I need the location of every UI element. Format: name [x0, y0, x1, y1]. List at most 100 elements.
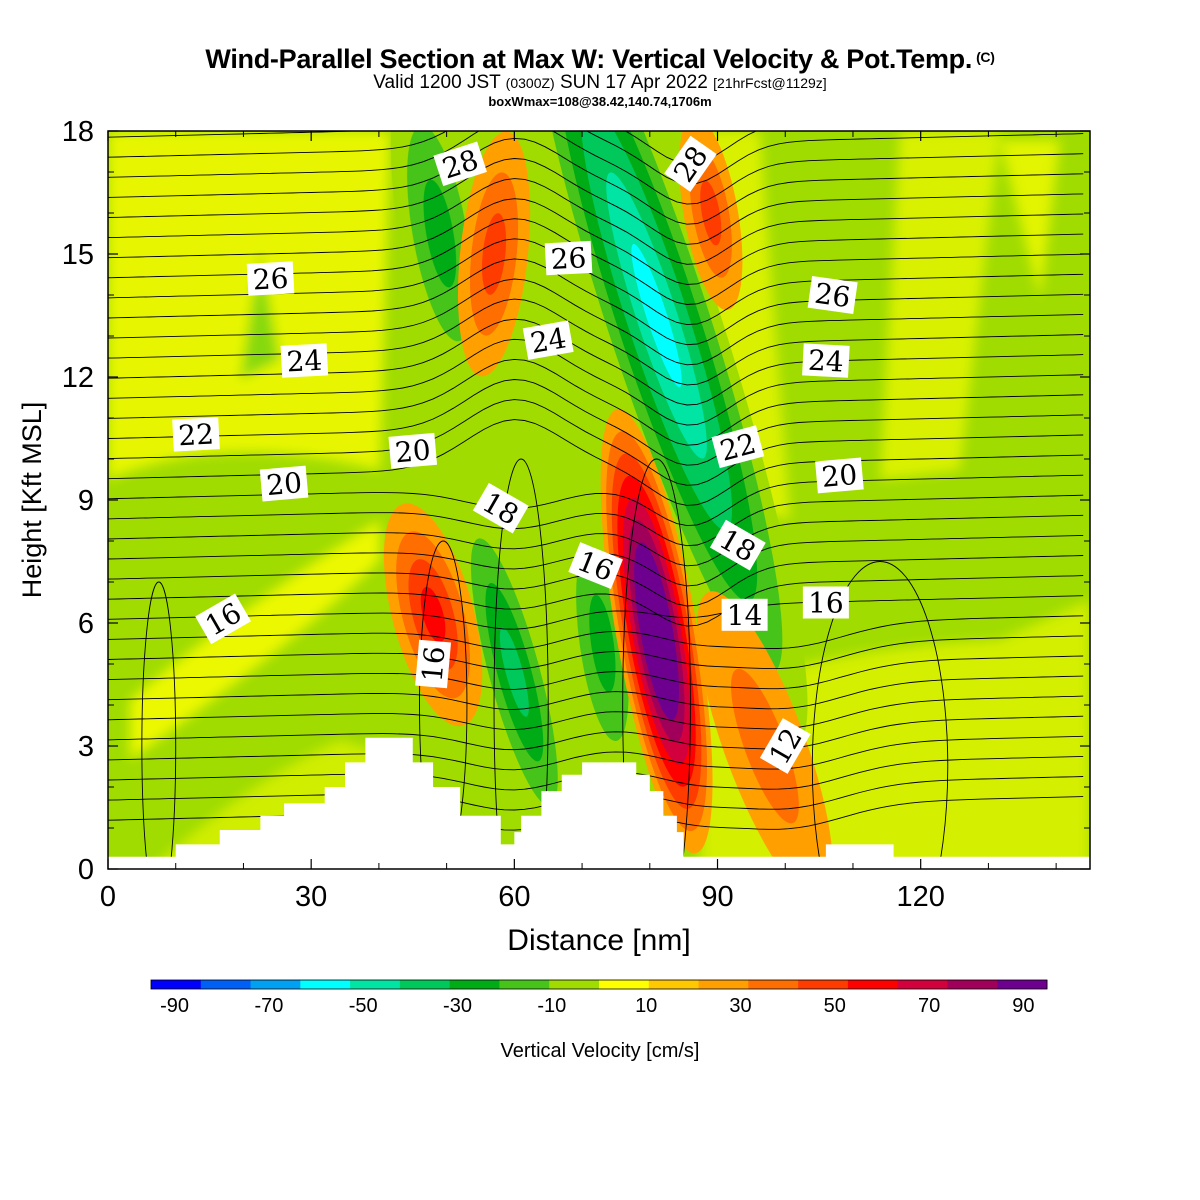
y-tick-label: 3 [78, 731, 94, 763]
theta-contour [108, 715, 1084, 751]
colorbar-swatch [599, 980, 650, 989]
theta-contour [108, 635, 1084, 670]
colorbar-tick-label: 30 [729, 995, 751, 1017]
theta-contour [108, 338, 1084, 426]
colorbar-swatch [798, 980, 849, 989]
colorbar-tick-label: 50 [824, 995, 846, 1017]
theta-label-box [568, 542, 623, 590]
colorbar-swatch [997, 980, 1048, 989]
theta-label-box [664, 135, 717, 192]
theta-contour-label: 24 [802, 343, 850, 379]
theta-label-box [802, 343, 850, 378]
theta-label-text: 24 [528, 321, 569, 360]
copyright-mark: (C) [976, 49, 995, 65]
theta-label-text: 26 [550, 241, 587, 276]
chart-subtitle-box: boxWmax=108@38.42,140.74,1706m [488, 94, 712, 109]
theta-contour-label: 20 [388, 432, 438, 469]
x-axis-label: Distance [nm] [507, 924, 690, 957]
theta-contour-label: 22 [711, 425, 765, 469]
w-downdraft-cell [456, 493, 573, 851]
chart-title-text: Wind-Parallel Section at Max W: Vertical… [205, 44, 973, 74]
theta-label-box [709, 519, 766, 571]
theta-label-box [802, 586, 849, 619]
theta-label-box [259, 465, 309, 502]
theta-contour [108, 131, 758, 165]
colorbar-swatch [897, 980, 948, 989]
colorbar-tick-label: 70 [918, 995, 940, 1017]
w-level-shape [482, 213, 507, 295]
colorbar-swatch [847, 980, 899, 989]
theta-contour [108, 379, 1084, 466]
y-tick-label: 15 [62, 239, 94, 271]
theta-label-text: 22 [177, 417, 214, 452]
x-tick-label: 90 [701, 881, 733, 913]
y-tick-label: 12 [62, 362, 94, 394]
y-tick-label: 6 [78, 608, 94, 640]
terrain [108, 737, 1090, 869]
colorbar-swatch [748, 980, 799, 989]
w-level-shape [631, 243, 682, 388]
colorbar-swatch [151, 980, 202, 989]
theta-local-contour [419, 540, 468, 869]
x-tick-label: 30 [295, 881, 327, 913]
theta-label-box [815, 457, 864, 494]
theta-contour-label: 20 [259, 465, 309, 502]
theta-label-text: 16 [416, 645, 452, 683]
theta-contour [108, 198, 1084, 285]
theta-local-contours [141, 458, 949, 869]
theta-contour [108, 399, 1084, 486]
colorbar-swatch [648, 980, 700, 989]
theta-contour-label: 24 [522, 320, 574, 360]
theta-label-box [472, 482, 529, 534]
theta-contour [108, 131, 1084, 205]
colorbar-tick-label: 10 [635, 995, 657, 1017]
theta-label-box [280, 343, 329, 378]
theta-contour [108, 318, 1084, 406]
colorbar-swatch [449, 980, 500, 989]
theta-label-box [522, 320, 574, 360]
utc-time: (0300Z) [505, 75, 555, 91]
w-updraft-cell [697, 591, 833, 869]
colorbar-tick-label: -70 [254, 995, 283, 1017]
colorbar-swatch [499, 980, 550, 989]
theta-local-contour [141, 581, 177, 869]
y-tick-label: 9 [78, 485, 94, 517]
theta-label-text: 20 [265, 466, 303, 502]
theta-label-box [807, 275, 858, 315]
x-tick-label: 60 [498, 881, 530, 913]
axes: 0 30 60 90 120 0 3 6 9 12 15 18 [62, 116, 1090, 913]
theta-contour [108, 298, 1084, 386]
theta-contour-label: 22 [172, 417, 220, 452]
theta-contour [108, 595, 1084, 630]
colorbar-swatch [947, 980, 998, 989]
colorbar-tick-label: 90 [1012, 995, 1034, 1017]
theta-label-box [415, 639, 452, 689]
colorbar-tick-label: -90 [160, 995, 189, 1017]
w-level-shape [499, 627, 529, 717]
theta-label-text: 16 [808, 587, 844, 620]
theta-label-box [172, 417, 220, 452]
theta-contour [108, 158, 1084, 245]
theta-label-box [711, 425, 765, 469]
theta-contour [108, 178, 1084, 265]
theta-contour [108, 735, 1084, 771]
theta-contour-label: 26 [807, 275, 858, 315]
colorbar-frame [150, 979, 1048, 990]
w-level-shape [420, 586, 446, 643]
theta-label-box [721, 598, 768, 631]
theta-contour [108, 494, 1084, 547]
colorbar-swatch [200, 980, 252, 989]
y-tick-label: 0 [78, 854, 94, 886]
theta-contour [108, 137, 1084, 225]
theta-contour-label: 26 [544, 240, 593, 276]
x-tick-label: 120 [896, 881, 944, 913]
theta-label-text: 26 [252, 262, 289, 297]
chart-subtitle: Valid 1200 JST (0300Z) SUN 17 Apr 2022 [… [0, 72, 1200, 94]
colorbar-swatch [250, 980, 301, 989]
theta-contour [108, 258, 1084, 346]
theta-label-text: 14 [727, 599, 763, 632]
theta-contour [108, 575, 1084, 627]
theta-contour-label: 20 [815, 457, 864, 494]
